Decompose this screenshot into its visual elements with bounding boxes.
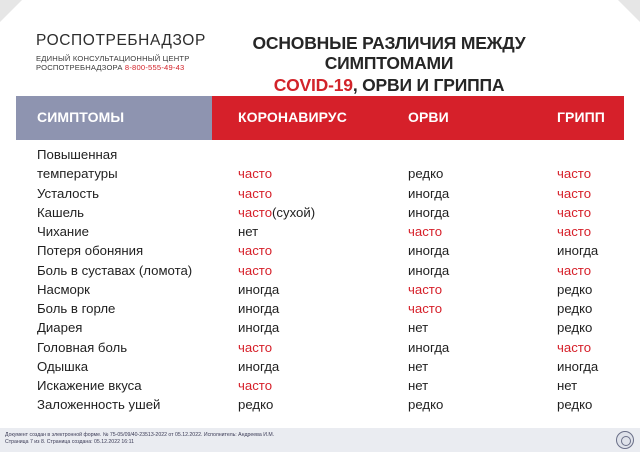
coronavirus-cell: нет	[238, 224, 258, 239]
coronavirus-value: иногда	[238, 282, 280, 297]
coronavirus-cell: иногда	[238, 359, 279, 374]
column-header-coronavirus: КОРОНАВИРУС	[238, 109, 347, 125]
coronavirus-value: часто	[238, 243, 273, 258]
org-sub-line2-text: РОСПОТРЕБНАДЗОРА	[36, 63, 123, 72]
flu-cell: иногда	[557, 359, 599, 374]
flu-cell: часто	[557, 340, 592, 355]
flu-cell: часто	[557, 224, 592, 239]
orvi-cell: иногда	[408, 340, 450, 355]
page-title: ОСНОВНЫЕ РАЗЛИЧИЯ МЕЖДУ СИМПТОМАМИ COVID…	[200, 33, 578, 95]
footer-text: Документ создан в электронной форме. № 7…	[5, 432, 274, 445]
coronavirus-note: (сухой)	[272, 205, 316, 220]
symptom-cell: Одышка	[37, 359, 89, 374]
orvi-cell: редко	[408, 166, 444, 181]
footer: Документ создан в электронной форме. № 7…	[0, 428, 640, 452]
coronavirus-value: часто	[238, 378, 273, 393]
coronavirus-cell: иногда	[238, 320, 279, 335]
symptom-cell: Кашель	[37, 205, 85, 220]
coronavirus-value: часто	[238, 205, 273, 220]
symptom-cell: Боль в суставах (ломота)	[37, 263, 193, 278]
flu-cell: иногда	[557, 243, 599, 258]
coronavirus-cell: часто	[238, 340, 272, 355]
coronavirus-value: иногда	[238, 359, 280, 374]
header-diseases-cell	[212, 96, 624, 140]
title-rest: , ОРВИ И ГРИППА	[352, 75, 505, 95]
coronavirus-value: часто	[238, 263, 273, 278]
flu-cell: редко	[557, 320, 593, 335]
seal-icon	[616, 431, 634, 449]
coronavirus-cell: часто	[238, 186, 272, 201]
corner-decoration	[0, 0, 22, 22]
flu-cell: редко	[557, 397, 593, 412]
symptom-cell: Усталость	[37, 186, 99, 201]
symptom-cell: Диарея	[37, 320, 83, 335]
symptom-cell: Искажение вкуса	[37, 378, 142, 393]
coronavirus-cell: часто	[238, 243, 272, 258]
orvi-cell: часто	[408, 224, 443, 239]
org-block: РОСПОТРЕБНАДЗОР ЕДИНЫЙ КОНСУЛЬТАЦИОННЫЙ …	[36, 32, 206, 73]
symptom-cell: Насморк	[37, 282, 90, 297]
flu-cell: часто	[557, 186, 592, 201]
column-header-orvi: ОРВИ	[408, 109, 449, 125]
coronavirus-cell: часто(сухой)	[238, 205, 315, 220]
orvi-cell: часто	[408, 282, 443, 297]
footer-line1: Документ создан в электронной форме. № 7…	[5, 432, 275, 438]
symptom-cell: температуры	[37, 166, 118, 181]
orvi-cell: иногда	[408, 186, 450, 201]
coronavirus-cell: часто	[238, 378, 272, 393]
flu-cell: редко	[557, 301, 593, 316]
title-covid: COVID-19	[273, 75, 353, 95]
orvi-cell: нет	[408, 320, 429, 335]
title-line2: COVID-19, ОРВИ И ГРИППА	[200, 75, 578, 95]
org-sub-line1: ЕДИНЫЙ КОНСУЛЬТАЦИОННЫЙ ЦЕНТР	[36, 54, 190, 63]
corner-decoration	[618, 0, 640, 22]
column-header-flu: ГРИПП	[557, 109, 605, 125]
symptom-cell: Головная боль	[37, 340, 128, 355]
column-header-symptoms: СИМПТОМЫ	[37, 109, 125, 125]
coronavirus-value: часто	[238, 340, 273, 355]
coronavirus-value: часто	[238, 186, 273, 201]
coronavirus-cell: иногда	[238, 282, 279, 297]
flu-cell: нет	[557, 378, 578, 393]
coronavirus-cell: часто	[238, 263, 272, 278]
coronavirus-value: часто	[238, 166, 273, 181]
symptom-cell: Потеря обоняния	[37, 243, 144, 258]
coronavirus-value: иногда	[238, 301, 280, 316]
coronavirus-value: иногда	[238, 320, 280, 335]
title-line1: ОСНОВНЫЕ РАЗЛИЧИЯ МЕЖДУ СИМПТОМАМИ	[252, 33, 526, 73]
coronavirus-value: нет	[238, 224, 259, 239]
orvi-cell: часто	[408, 301, 443, 316]
flu-cell: часто	[557, 263, 592, 278]
coronavirus-cell: иногда	[238, 301, 279, 316]
symptom-cell: Заложенность ушей	[37, 397, 161, 412]
hotline-phone: 8-800-555-49-43	[124, 63, 185, 72]
symptom-cell-line1: Повышенная	[37, 147, 118, 162]
org-subtitle: ЕДИНЫЙ КОНСУЛЬТАЦИОННЫЙ ЦЕНТР РОСПОТРЕБН…	[36, 54, 196, 72]
orvi-cell: иногда	[408, 263, 450, 278]
orvi-cell: иногда	[408, 243, 450, 258]
org-sub-line2: РОСПОТРЕБНАДЗОРА 8-800-555-49-43	[36, 63, 196, 72]
orvi-cell: редко	[408, 397, 444, 412]
coronavirus-cell: часто	[238, 166, 272, 181]
symptom-cell: Чихание	[37, 224, 89, 239]
symptom-cell: Боль в горле	[37, 301, 116, 316]
coronavirus-cell: редко	[238, 397, 273, 412]
orvi-cell: нет	[408, 378, 429, 393]
header-symptoms-cell	[16, 96, 212, 140]
coronavirus-value: редко	[238, 397, 274, 412]
flu-cell: редко	[557, 282, 593, 297]
table-header: СИМПТОМЫ КОРОНАВИРУС ОРВИ ГРИПП	[16, 96, 624, 140]
footer-line2: Страница 7 из 8. Страница создана: 05.12…	[5, 438, 135, 445]
flu-cell: часто	[557, 205, 592, 220]
orvi-cell: нет	[408, 359, 429, 374]
org-name: РОСПОТРЕБНАДЗОР	[36, 32, 206, 49]
flu-cell: часто	[557, 166, 592, 181]
orvi-cell: иногда	[408, 205, 450, 220]
